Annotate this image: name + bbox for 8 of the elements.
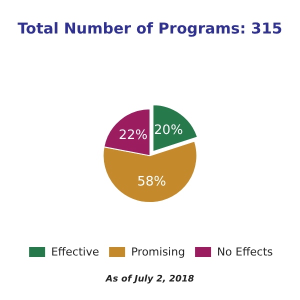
legend-label: No Effects bbox=[217, 246, 274, 258]
legend-label: Promising bbox=[131, 246, 186, 258]
data-label: 20% bbox=[154, 122, 183, 138]
text: As of July 2, 2018 bbox=[104, 274, 194, 284]
chart-title: Total Number of Programs: 315 bbox=[18, 20, 282, 38]
data-label: 58% bbox=[137, 174, 166, 190]
legend-label: Effective bbox=[51, 246, 100, 258]
data-label: 22% bbox=[118, 128, 148, 143]
